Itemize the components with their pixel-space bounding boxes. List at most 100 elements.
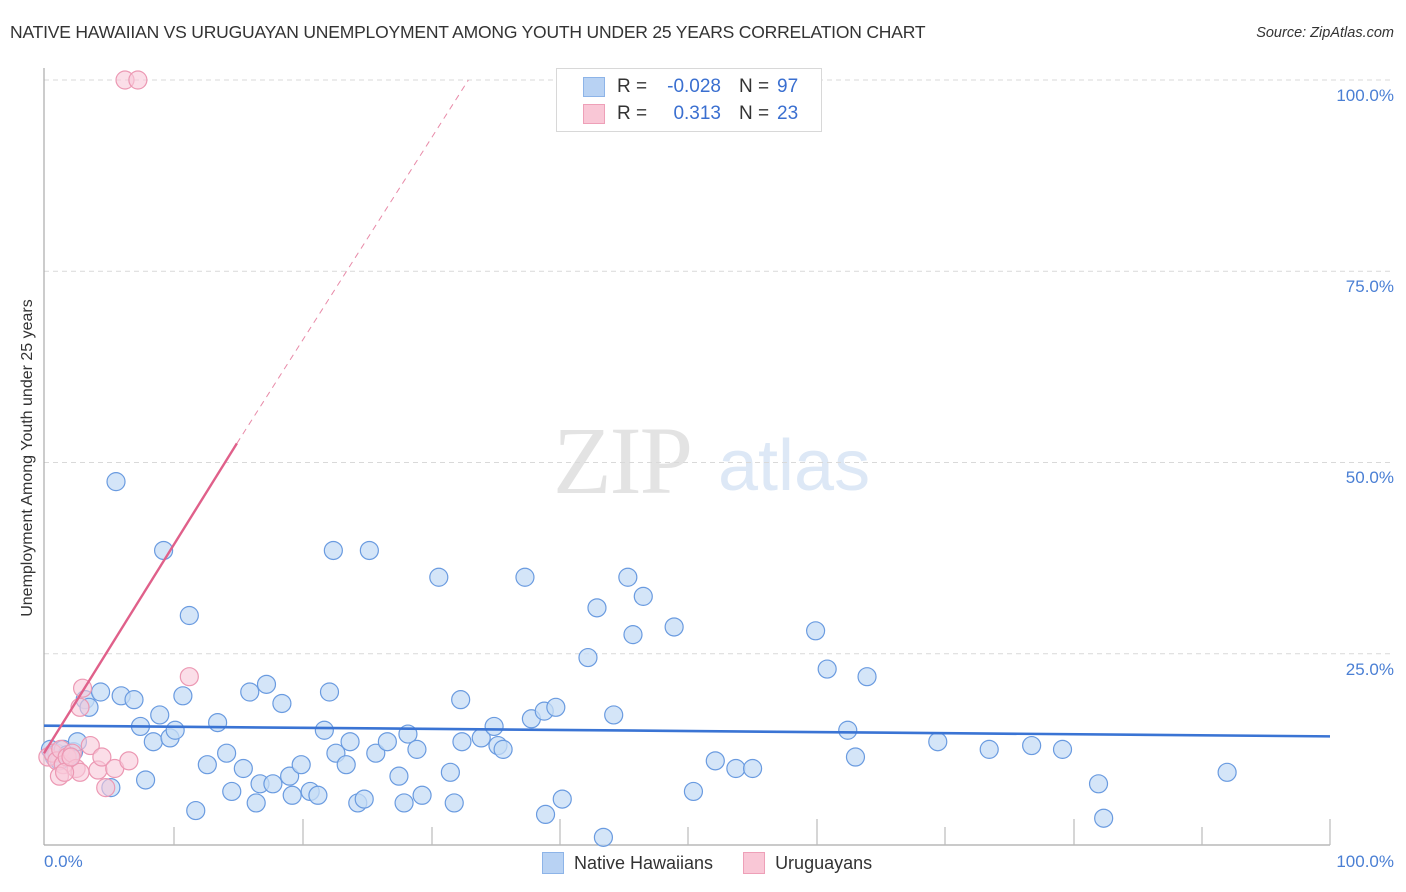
y-tick-50: 50.0% xyxy=(1345,468,1394,487)
data-point-native-hawaiian xyxy=(291,755,311,775)
data-point-native-hawaiian xyxy=(817,659,837,679)
data-point-native-hawaiian xyxy=(165,720,185,740)
data-point-native-hawaiian xyxy=(308,785,328,805)
r-value: 0.313 xyxy=(673,103,721,124)
blue-swatch-icon xyxy=(542,852,564,874)
data-point-native-hawaiian xyxy=(90,682,111,702)
data-point-native-hawaiian xyxy=(280,766,300,786)
r-value: -0.028 xyxy=(667,76,721,97)
data-point-native-hawaiian xyxy=(664,617,684,637)
data-point-uruguayan xyxy=(128,70,148,90)
legend-item-uruguayans[interactable]: Uruguayans xyxy=(743,852,872,874)
data-point-native-hawaiian xyxy=(1094,808,1114,828)
chart-title: NATIVE HAWAIIAN VS URUGUAYAN UNEMPLOYMEN… xyxy=(10,22,926,42)
data-point-uruguayan xyxy=(61,747,81,767)
data-point-native-hawaiian xyxy=(150,705,170,725)
series-legend: Native Hawaiians Uruguayans xyxy=(542,852,902,874)
data-point-native-hawaiian xyxy=(173,686,193,706)
data-point-native-hawaiian xyxy=(340,732,360,752)
pink-swatch-icon xyxy=(583,104,605,124)
source-label: Source: ZipAtlas.com xyxy=(1256,25,1394,41)
trend-line-uruguayans xyxy=(42,442,238,754)
data-point-uruguayan xyxy=(92,747,112,767)
data-point-native-hawaiian xyxy=(272,693,292,714)
data-point-native-hawaiian xyxy=(394,793,414,813)
data-point-native-hawaiian xyxy=(135,770,156,790)
data-point-native-hawaiian xyxy=(546,697,566,717)
data-point-native-hawaiian xyxy=(593,827,614,847)
data-point-native-hawaiian xyxy=(323,540,343,561)
data-point-uruguayan xyxy=(119,751,139,771)
data-point-native-hawaiian xyxy=(484,716,504,737)
data-point-native-hawaiian xyxy=(407,739,427,759)
pink-swatch-icon xyxy=(743,852,766,874)
data-point-native-hawaiian xyxy=(578,647,598,668)
data-point-native-hawaiian xyxy=(197,755,217,775)
data-point-native-hawaiian xyxy=(587,598,607,618)
legend-row-uruguayans: R = 0.313 N = 23 xyxy=(583,102,798,126)
data-point-native-hawaiian xyxy=(359,540,379,561)
data-point-native-hawaiian xyxy=(604,705,624,725)
data-point-native-hawaiian xyxy=(233,758,253,779)
data-point-native-hawaiian xyxy=(742,758,763,779)
data-point-native-hawaiian xyxy=(412,785,432,805)
data-point-native-hawaiian xyxy=(256,674,277,694)
data-point-native-hawaiian xyxy=(493,739,513,759)
data-point-native-hawaiian xyxy=(429,567,449,587)
correlation-legend: R = -0.028 N = 97 R = 0.313 N = 23 xyxy=(556,68,822,132)
data-point-native-hawaiian xyxy=(618,567,638,587)
watermark-atlas: atlas xyxy=(718,426,871,506)
data-point-native-hawaiian xyxy=(186,800,206,821)
data-point-native-hawaiian xyxy=(857,667,877,687)
data-point-native-hawaiian xyxy=(623,625,643,645)
x-tick-0: 0.0% xyxy=(44,852,83,871)
n-value: 97 xyxy=(777,76,799,97)
data-point-native-hawaiian xyxy=(1088,774,1109,794)
data-point-native-hawaiian xyxy=(354,789,374,809)
data-point-native-hawaiian xyxy=(263,774,283,794)
r-label: R = xyxy=(617,76,648,97)
data-point-native-hawaiian xyxy=(319,682,340,702)
legend-row-native-hawaiians: R = -0.028 N = 97 xyxy=(583,75,798,99)
data-point-native-hawaiian xyxy=(217,743,237,763)
data-point-native-hawaiian xyxy=(282,785,302,805)
legend-item-native-hawaiians[interactable]: Native Hawaiians xyxy=(542,852,713,874)
legend-label: Uruguayans xyxy=(775,852,873,873)
data-point-native-hawaiian xyxy=(366,743,386,763)
data-point-native-hawaiian xyxy=(106,472,126,492)
data-point-native-hawaiian xyxy=(1052,739,1073,759)
y-tick-100: 100.0% xyxy=(1336,86,1394,105)
data-point-native-hawaiian xyxy=(314,720,334,740)
data-point-native-hawaiian xyxy=(444,793,464,813)
data-point-native-hawaiian xyxy=(683,781,704,802)
data-point-native-hawaiian xyxy=(633,586,653,606)
data-point-native-hawaiian xyxy=(451,690,471,710)
data-point-native-hawaiian xyxy=(222,781,242,802)
data-point-uruguayan xyxy=(179,667,199,687)
data-point-native-hawaiian xyxy=(143,732,163,752)
y-tick-25: 25.0% xyxy=(1345,660,1394,679)
data-point-native-hawaiian xyxy=(452,732,472,752)
watermark-zip: ZIP xyxy=(553,407,693,514)
n-value: 23 xyxy=(777,103,799,124)
data-point-native-hawaiian xyxy=(377,732,397,752)
data-point-native-hawaiian xyxy=(705,751,725,771)
data-point-native-hawaiian xyxy=(979,739,999,759)
r-label: R = xyxy=(617,103,648,124)
data-point-uruguayan xyxy=(80,735,100,756)
data-point-native-hawaiian xyxy=(179,605,199,626)
data-point-native-hawaiian xyxy=(246,793,266,813)
n-label: N = xyxy=(739,76,770,97)
n-label: N = xyxy=(739,103,770,124)
data-point-native-hawaiian xyxy=(838,720,858,740)
data-point-uruguayan xyxy=(96,778,116,798)
data-point-native-hawaiian xyxy=(336,755,356,775)
data-point-native-hawaiian xyxy=(845,747,866,767)
data-point-native-hawaiian xyxy=(124,690,144,710)
data-point-native-hawaiian xyxy=(389,766,409,786)
data-point-native-hawaiian xyxy=(535,804,556,825)
trend-line-extension-uruguayans xyxy=(236,79,469,444)
data-point-native-hawaiian xyxy=(1022,735,1042,756)
data-point-native-hawaiian xyxy=(805,621,826,641)
data-point-native-hawaiian xyxy=(552,789,572,809)
